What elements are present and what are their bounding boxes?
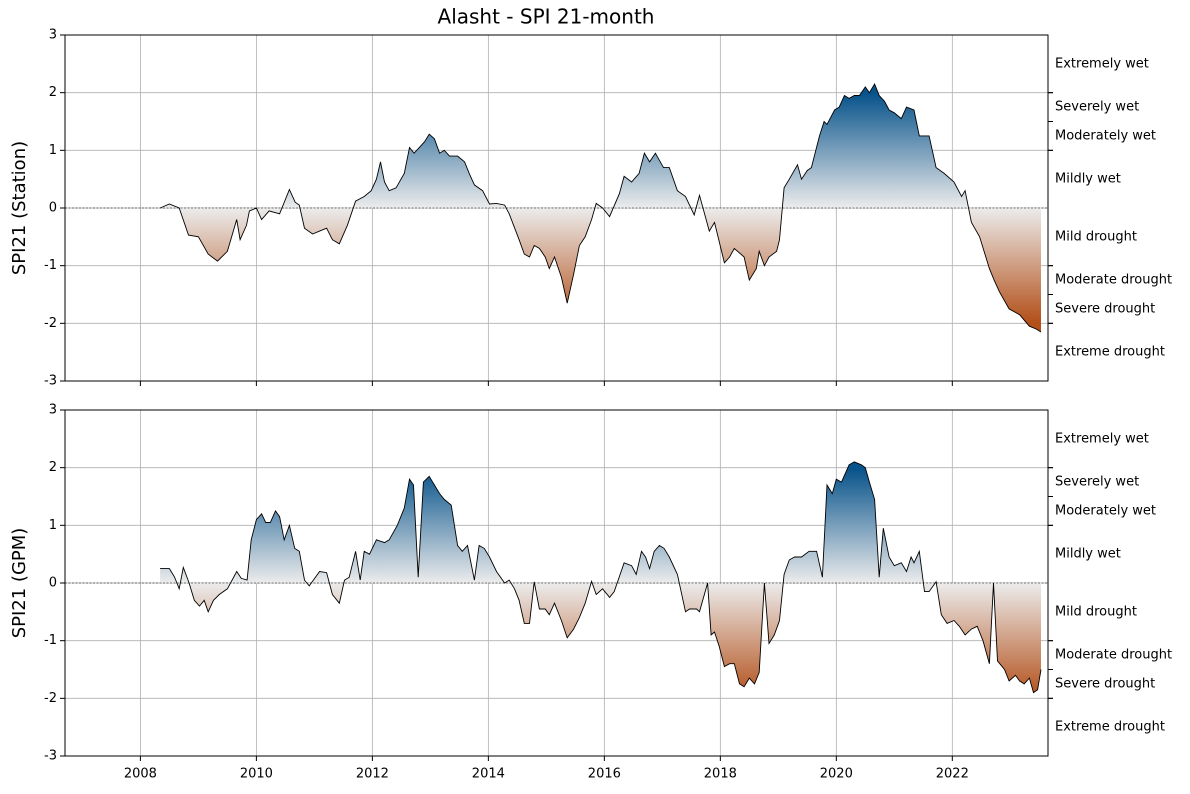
- x-tick-label: 2010: [240, 767, 273, 782]
- band-label: Extreme drought: [1055, 720, 1165, 735]
- band-label: Moderately wet: [1055, 128, 1156, 143]
- band-label: Moderately wet: [1055, 503, 1156, 518]
- y-tick-label: -3: [44, 749, 57, 764]
- y-tick-label: -1: [44, 258, 57, 273]
- y-tick-label: -3: [44, 374, 57, 389]
- panel: -3 -2 -1 0 1 2 3 SPI21 (Station) Extremely wet Se…: [9, 28, 1172, 389]
- y-tick-label: 1: [49, 518, 57, 533]
- x-tick-label: 2008: [124, 767, 157, 782]
- band-label: Mild drought: [1055, 604, 1137, 619]
- band-label: Severely wet: [1055, 100, 1139, 115]
- band-label: Mildly wet: [1055, 547, 1121, 562]
- area: [160, 461, 1042, 693]
- band-label: Severe drought: [1055, 301, 1155, 316]
- y-tick-label: 1: [49, 143, 57, 158]
- band-label: Mild drought: [1055, 229, 1137, 244]
- line: [160, 461, 1042, 694]
- band-label: Extremely wet: [1055, 431, 1149, 446]
- y-tick-label: 2: [49, 460, 57, 475]
- band-label: Mildly wet: [1055, 172, 1121, 187]
- x-tick-label: 2012: [356, 767, 389, 782]
- line: [159, 82, 1042, 333]
- band-label: Severely wet: [1055, 475, 1139, 490]
- band-label: Moderate drought: [1055, 273, 1172, 288]
- axes-frame: [64, 409, 1049, 757]
- y-axis-label: SPI21 (GPM): [9, 528, 30, 639]
- x-tick-label: 2016: [588, 767, 621, 782]
- x-tick-label: 2020: [820, 767, 853, 782]
- y-tick-label: 0: [49, 201, 57, 216]
- panel: 2008 2010 2012 2014 2016 2018 2020 2022 -3 -2 -1 0 1…: [9, 403, 1172, 782]
- y-tick-label: 2: [49, 85, 57, 100]
- y-tick-label: -2: [44, 316, 57, 331]
- axes-frame: [64, 34, 1049, 382]
- y-tick-label: 3: [49, 28, 57, 43]
- x-tick-label: 2014: [472, 767, 505, 782]
- y-tick-label: -1: [44, 633, 57, 648]
- y-tick-label: -2: [44, 691, 57, 706]
- band-label: Moderate drought: [1055, 648, 1172, 663]
- y-tick-label: 3: [49, 403, 57, 418]
- band-label: Extremely wet: [1055, 56, 1149, 71]
- y-axis-label: SPI21 (Station): [9, 141, 30, 275]
- y-tick-label: 0: [49, 576, 57, 591]
- figure-title: Alasht - SPI 21-month: [438, 5, 655, 29]
- x-tick-label: 2018: [704, 767, 737, 782]
- x-tick-label: 2022: [936, 767, 969, 782]
- band-label: Severe drought: [1055, 676, 1155, 691]
- band-label: Extreme drought: [1055, 345, 1165, 360]
